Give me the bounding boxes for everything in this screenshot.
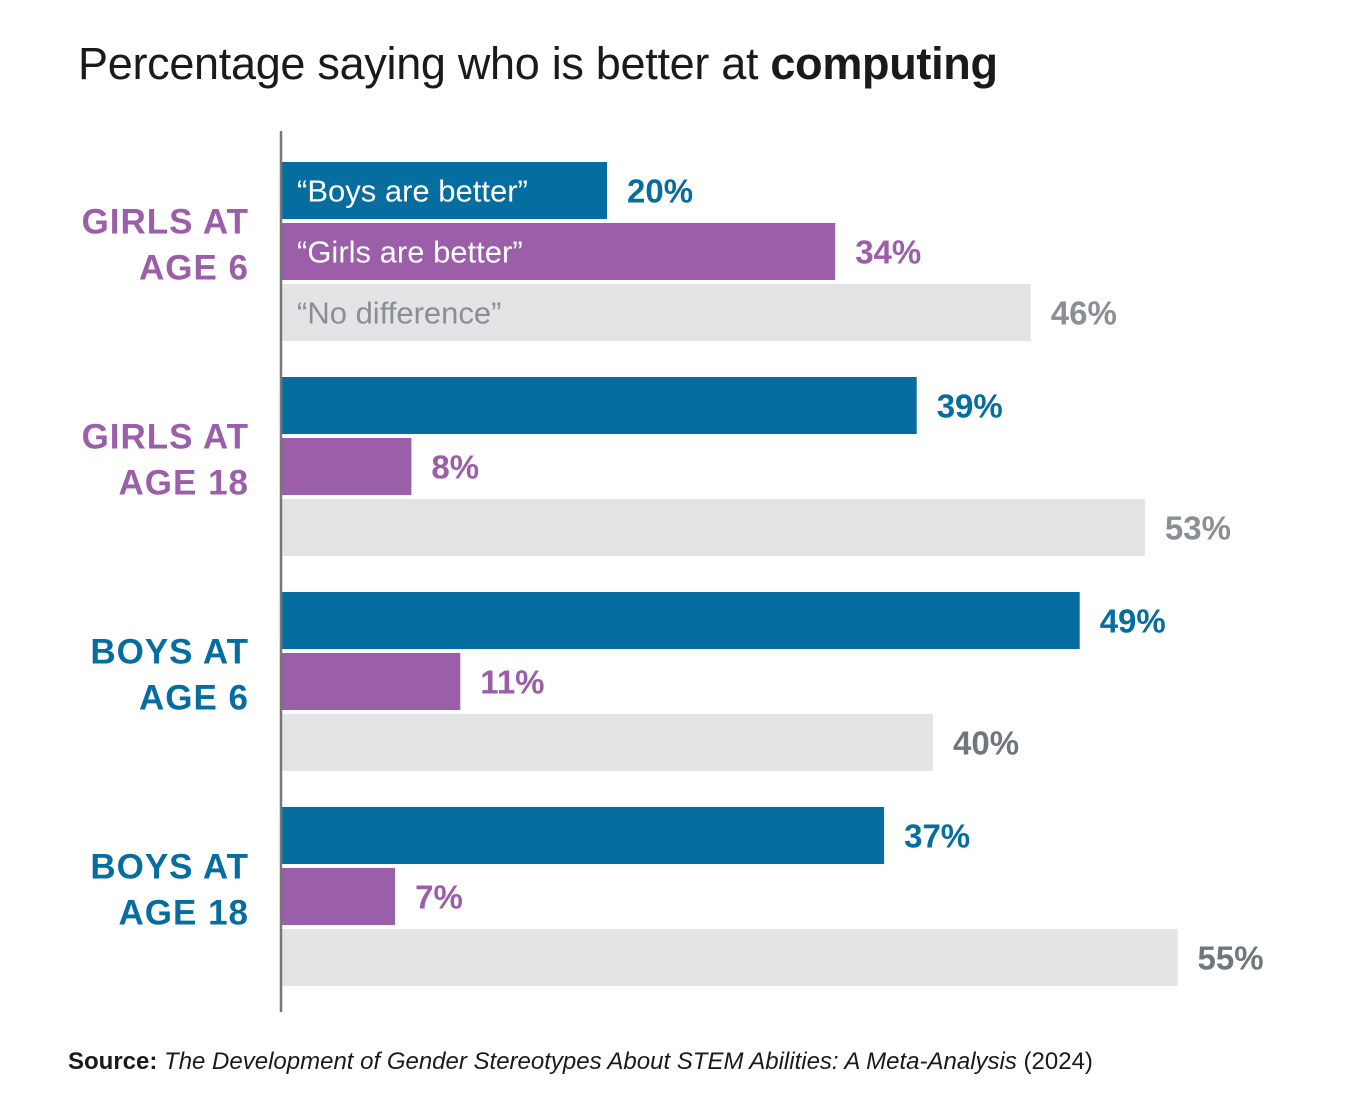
value-label-1-2: 34% [855,234,921,271]
chart-title-prefix: Percentage saying who is better at [78,38,771,89]
bar-1-2 [281,223,836,280]
value-label-3-2: 11% [480,664,544,701]
source-note: Source: The Development of Gender Stereo… [68,1048,1093,1076]
chart-title-emphasis: computing [770,38,998,89]
bar-1-3 [281,284,1031,341]
group-label-2-line-2: AGE 18 [119,464,250,503]
legend-label-2: “Girls are better” [297,235,523,270]
group-label-4-line-2: AGE 18 [119,894,250,933]
group-label-1-line-1: GIRLS AT [82,203,249,242]
value-label-4-3: 55% [1198,940,1264,977]
value-label-3-3: 40% [953,725,1019,762]
bar-2-2 [281,438,412,495]
value-label-4-1: 37% [904,818,970,855]
value-label-3-1: 49% [1100,603,1166,640]
source-title: The Development of Gender Stereotypes Ab… [164,1048,1017,1075]
chart-title: Percentage saying who is better at compu… [78,38,998,90]
source-label: Source: [68,1048,158,1075]
value-label-2-1: 39% [937,388,1003,425]
value-label-2-3: 53% [1165,510,1231,547]
group-label-4-line-1: BOYS AT [90,848,249,887]
legend-label-1: “Boys are better” [297,174,528,209]
group-label-2-line-1: GIRLS AT [82,418,249,457]
bar-4-2 [281,868,396,925]
bar-1-1 [281,162,607,219]
value-label-4-2: 7% [415,879,463,916]
bar-2-1 [281,377,917,434]
legend-label-3: “No difference” [297,296,501,331]
bar-4-1 [281,807,885,864]
group-label-1-line-2: AGE 6 [139,249,249,288]
value-label-1-1: 20% [627,173,693,210]
group-label-3-line-2: AGE 6 [139,679,249,718]
source-year: (2024) [1023,1048,1093,1075]
bar-3-2 [281,653,461,710]
value-label-1-3: 46% [1051,295,1117,332]
bar-2-3 [281,499,1145,556]
bar-3-3 [281,714,933,771]
group-label-3-line-1: BOYS AT [90,633,249,672]
bar-4-3 [281,929,1178,986]
value-label-2-2: 8% [431,449,479,486]
bar-3-1 [281,592,1080,649]
